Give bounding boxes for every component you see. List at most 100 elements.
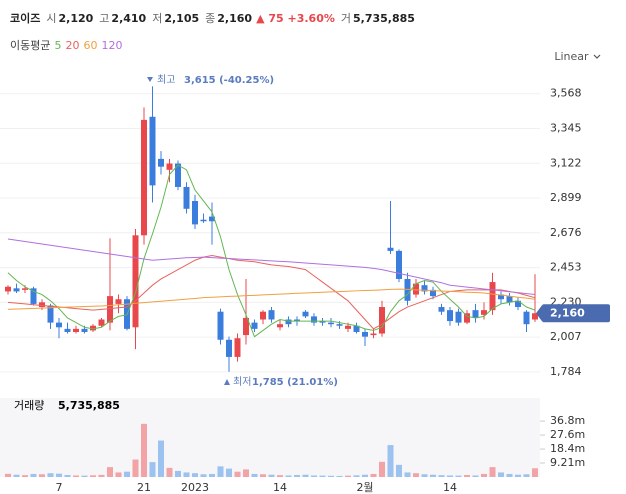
volume-bar: [115, 472, 122, 477]
volume-bar: [5, 473, 11, 477]
volume-label: 거: [340, 12, 351, 25]
moving-average-line: [7, 238, 536, 296]
moving-average-line: [7, 288, 536, 310]
candle-body: [226, 339, 232, 357]
candle-body: [362, 331, 368, 337]
candle-body: [132, 235, 139, 328]
candle-body: [277, 324, 283, 328]
volume-bar: [90, 475, 96, 477]
price-tag-pointer: [536, 305, 542, 322]
volume-bar: [362, 474, 368, 477]
low-value: 1,785 (21.01%): [252, 377, 338, 388]
candle-body: [243, 317, 249, 336]
price-tag-label: 2,160: [550, 306, 585, 319]
y-tick-label: 2,676: [550, 226, 582, 239]
candle-body: [217, 311, 224, 340]
candle-body: [311, 316, 317, 323]
volume-bar: [124, 471, 130, 477]
y-tick-label: 2,453: [550, 261, 582, 274]
volume-title-value: 5,735,885: [58, 399, 120, 412]
candle-body: [192, 200, 198, 225]
candle-body: [464, 313, 470, 323]
candle-body: [22, 288, 28, 290]
volume-bar: [302, 474, 309, 477]
low-marker: [224, 379, 230, 385]
candle-body: [98, 319, 105, 326]
price-change: ▲ 75 +3.60%: [256, 12, 335, 25]
volume-bar: [166, 467, 173, 477]
y-tick-label: 27.6m: [550, 428, 585, 441]
candle-body: [370, 333, 377, 336]
candle-body: [515, 300, 521, 308]
candle-body: [47, 305, 54, 323]
volume-title: 거래량: [14, 399, 44, 412]
volume-bar: [379, 461, 385, 477]
volume-value: 5,735,885: [353, 12, 415, 25]
volume-bar: [421, 474, 428, 477]
volume-bar: [192, 473, 198, 477]
volume-bar: [447, 475, 453, 477]
candle-body: [336, 324, 343, 326]
volume-bar: [532, 468, 538, 477]
field-label: 종: [205, 12, 216, 25]
volume-bar: [489, 467, 496, 477]
x-tick-label: 2023: [181, 481, 209, 494]
y-tick-label: 3,345: [550, 121, 582, 134]
candle-body: [328, 322, 334, 325]
x-tick-label: 7: [56, 481, 63, 494]
scale-label[interactable]: Linear: [554, 50, 589, 63]
volume-bar: [200, 474, 207, 477]
candle-body: [506, 296, 513, 303]
scale-selector[interactable]: Linear: [554, 50, 602, 63]
candle-body: [73, 328, 79, 332]
volume-bar: [515, 474, 521, 477]
candle-body: [175, 163, 181, 187]
field-value: 2,105: [164, 12, 200, 25]
candle-body: [379, 307, 385, 334]
volume-bar: [132, 459, 139, 477]
volume-bar: [464, 475, 470, 477]
volume-bar: [226, 468, 232, 477]
volume-bar: [438, 475, 445, 477]
candle-body: [251, 322, 258, 329]
volume-bar: [311, 475, 317, 477]
candle-body: [115, 299, 122, 304]
x-tick-label: 2월: [356, 481, 373, 494]
y-tick-label: 2,899: [550, 191, 582, 204]
volume-bar: [404, 472, 411, 477]
x-tick-label: 21: [137, 481, 151, 494]
field-value: 2,410: [111, 12, 147, 25]
volume-bar: [387, 445, 394, 477]
y-tick-label: 18.4m: [550, 442, 585, 455]
volume-bar: [455, 475, 462, 477]
candle-body: [268, 310, 275, 320]
field-label: 고: [99, 12, 110, 25]
volume-bar: [39, 474, 45, 477]
candle-body: [158, 158, 164, 167]
candle-body: [532, 313, 538, 320]
volume-bar: [149, 462, 156, 477]
volume-bar: [234, 471, 241, 477]
volume-bar: [472, 475, 479, 477]
candle-body: [285, 319, 292, 325]
candle-body: [56, 322, 62, 328]
volume-bar: [243, 469, 249, 477]
candle-body: [302, 311, 309, 317]
legend-item: 20: [65, 39, 80, 52]
candle-body: [183, 186, 190, 209]
volume-bar: [183, 472, 190, 477]
candle-body: [81, 328, 88, 332]
chevron: [593, 54, 601, 59]
field-label: 저: [152, 12, 163, 25]
volume-bar: [523, 474, 530, 477]
high-value: 3,615 (-40.25%): [184, 75, 274, 86]
legend-item: 5: [54, 39, 62, 52]
legend-item: 60: [83, 39, 98, 52]
volume-bar: [268, 474, 275, 477]
volume-bar: [294, 475, 300, 477]
volume-bar: [285, 475, 292, 477]
high-label: 최고: [157, 74, 175, 86]
volume-bar: [64, 475, 71, 477]
candle-body: [421, 285, 428, 292]
candle-body: [149, 116, 156, 186]
